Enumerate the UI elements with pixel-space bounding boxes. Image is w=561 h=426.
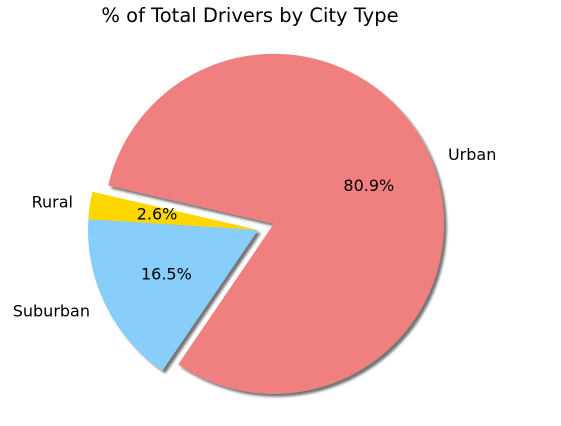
slice-label-suburban: Suburban xyxy=(13,302,90,321)
slices-layer xyxy=(87,53,444,394)
pie-slice-rural xyxy=(88,191,258,230)
slice-label-urban: Urban xyxy=(448,145,496,164)
slice-pct-suburban: 16.5% xyxy=(141,264,192,283)
pie-slice-urban xyxy=(108,53,444,394)
pie-slice-suburban xyxy=(87,219,258,371)
labels-layer: Rural 2.6% Suburban 16.5% Urban 80.9% xyxy=(13,145,497,321)
slice-pct-rural: 2.6% xyxy=(137,205,178,224)
slice-pct-urban: 80.9% xyxy=(343,176,394,195)
chart-title: % of Total Drivers by City Type xyxy=(101,4,398,27)
slice-label-rural: Rural xyxy=(32,192,73,211)
